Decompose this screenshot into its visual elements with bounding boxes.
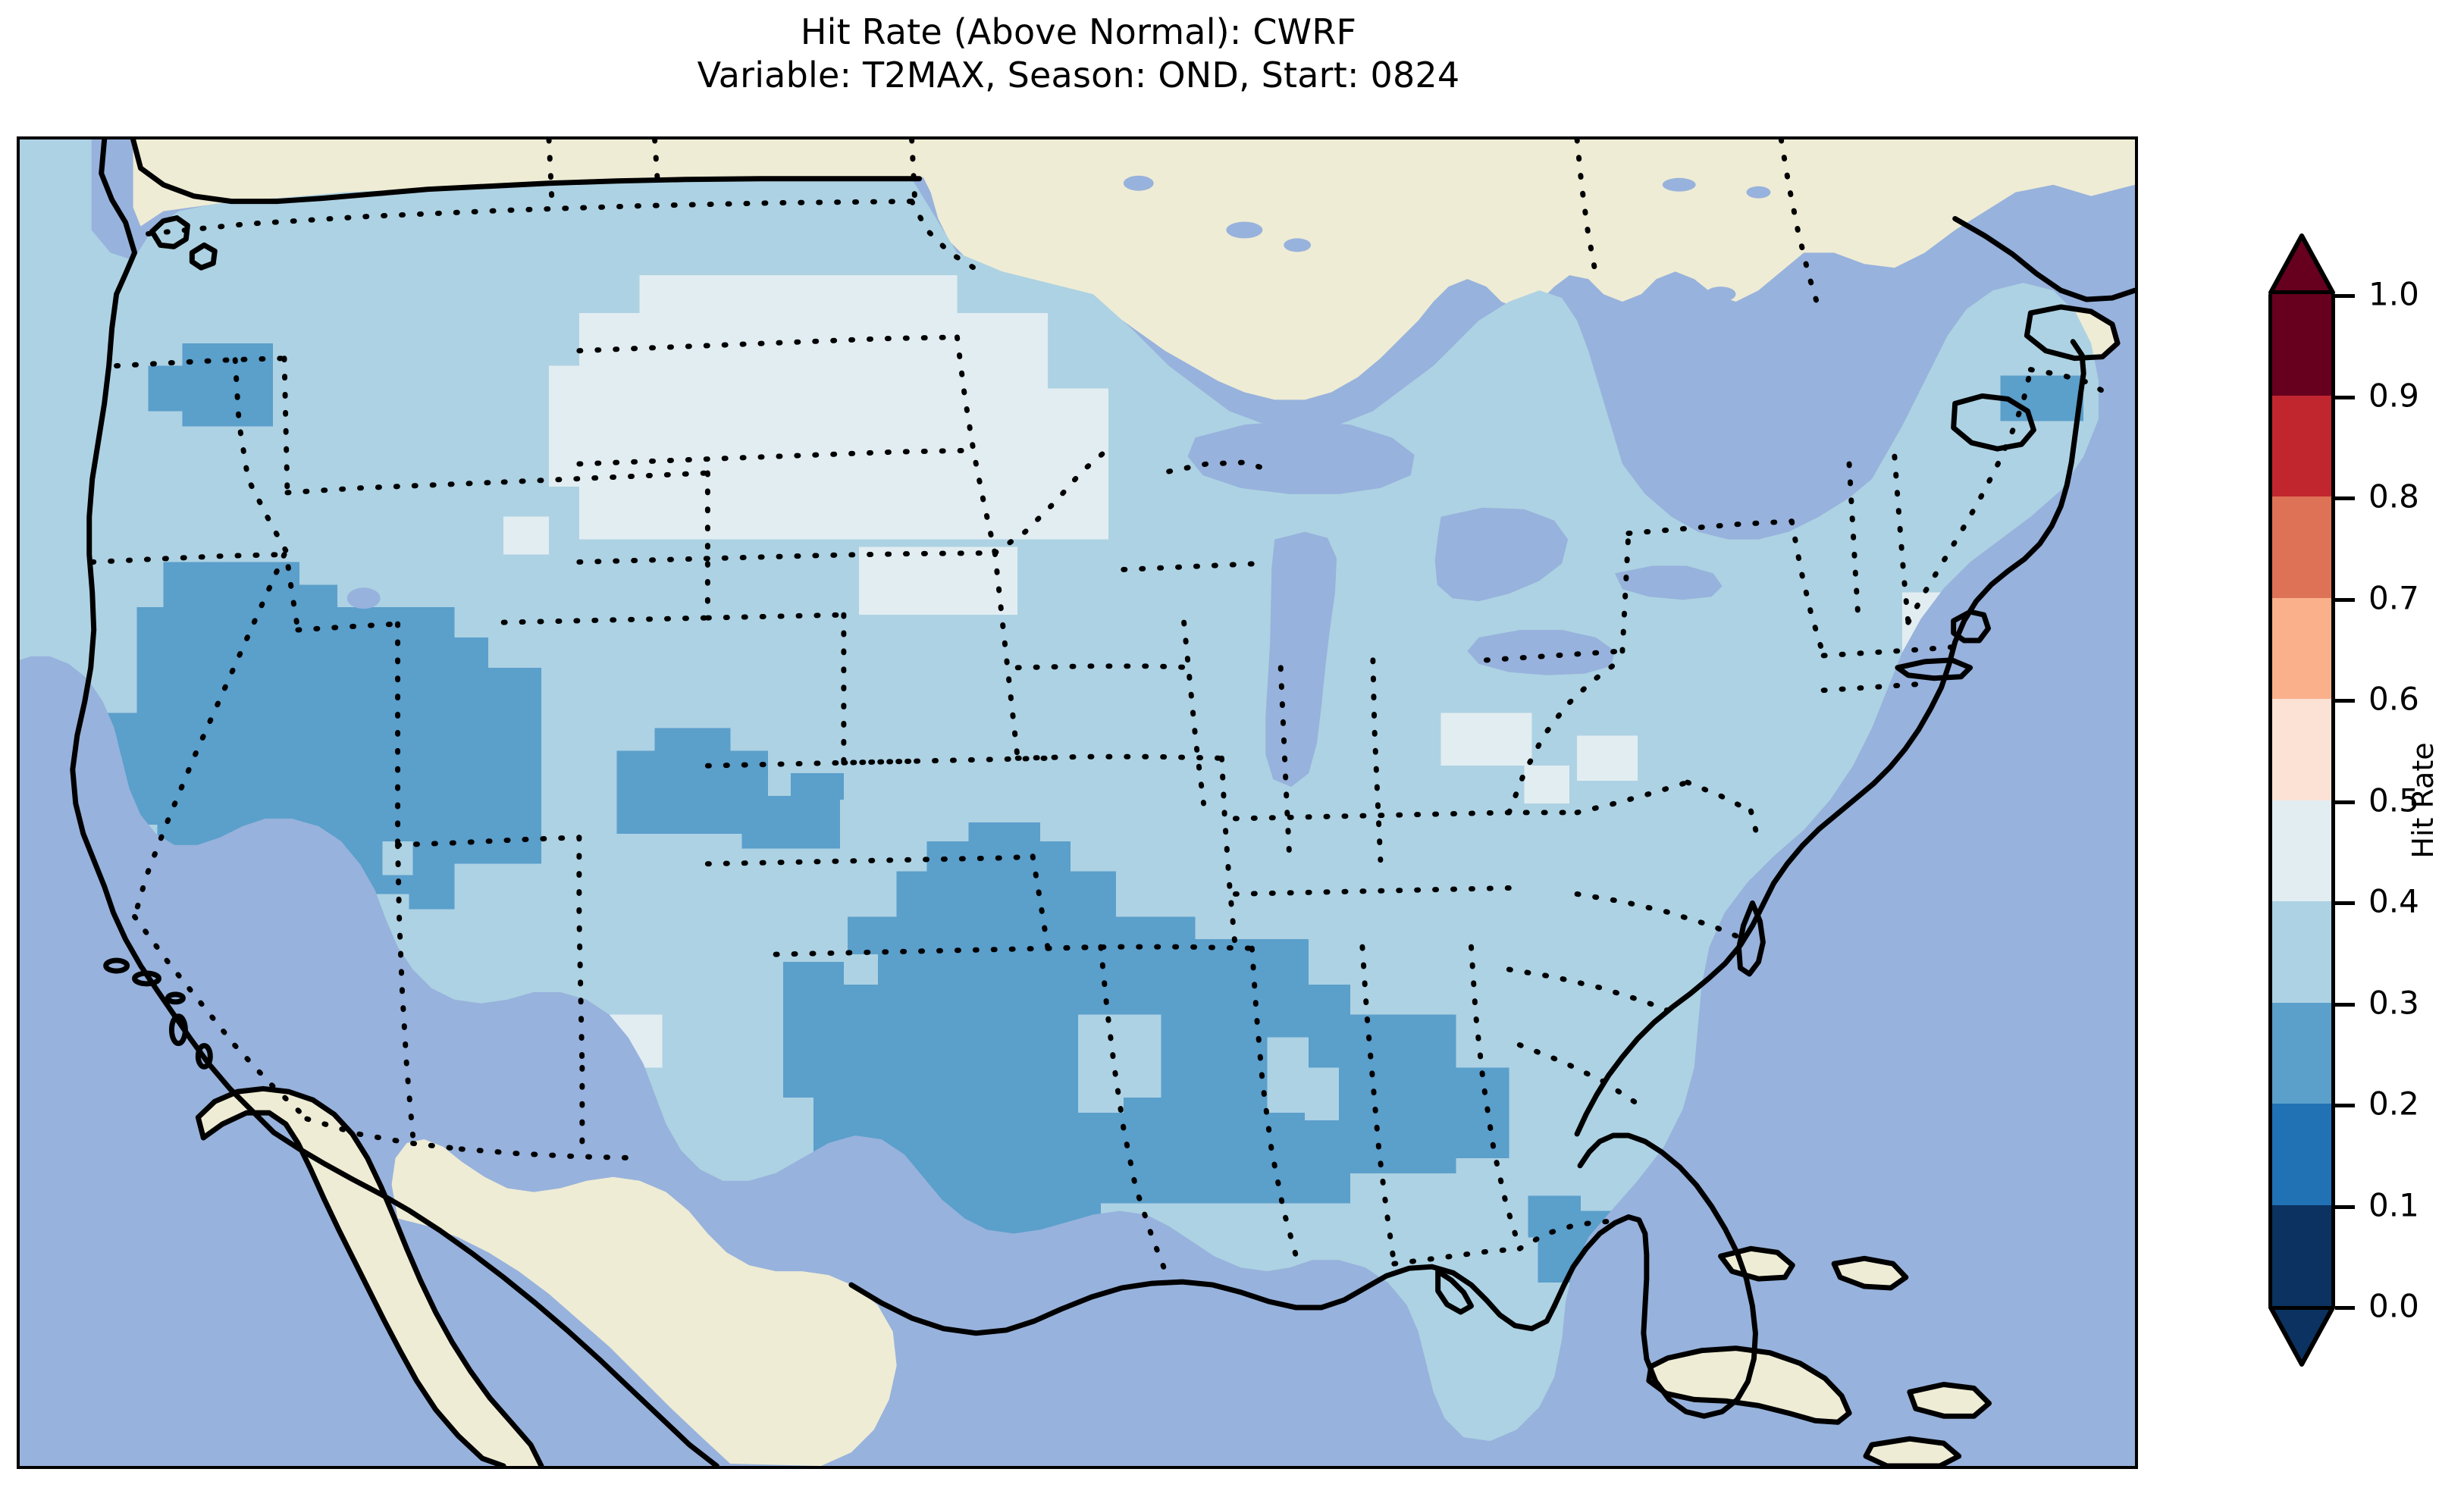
map-axes[interactable]: [17, 136, 2138, 1469]
colorbar-band-0.0-0.1: [2268, 1204, 2335, 1307]
st-lawrence-river: [1637, 302, 1876, 471]
colorbar-tick-label-0.6: 0.6: [2368, 680, 2419, 718]
colorbar-band-0.8-0.9: [2268, 395, 2335, 497]
canada-landmask: [133, 139, 2135, 400]
colorbar-tick-0.4: [2335, 901, 2355, 905]
colorbar-band-0.3-0.4: [2268, 901, 2335, 1003]
hispaniola-landmask: [1909, 1384, 1989, 1417]
colorbar-band-0.4-0.5: [2268, 800, 2335, 902]
inland-lake-4: [1814, 327, 1854, 343]
colorbar-tick-label-0.4: 0.4: [2368, 882, 2419, 920]
colorbar-band-0.9-1.0: [2268, 294, 2335, 396]
colorbar-tick-0.3: [2335, 1002, 2355, 1007]
colorbar-band-0.2-0.3: [2268, 1002, 2335, 1104]
colorbar-tick-0.5: [2335, 800, 2355, 804]
colorbar-tick-label-0.3: 0.3: [2368, 984, 2419, 1021]
inland-lake-8: [1123, 175, 1154, 191]
mexico-landmask: [391, 1139, 897, 1466]
colorbar-tick-0.9: [2335, 395, 2355, 399]
colorbar-tick-0.0: [2335, 1306, 2355, 1310]
colorbar-band-0.5-0.6: [2268, 699, 2335, 800]
inland-lake-7: [1662, 177, 1696, 192]
lake-superior: [1187, 420, 1415, 494]
colorbar-tick-0.7: [2335, 597, 2355, 602]
cuba-landmask: [1648, 1348, 1850, 1423]
colorbar-tick-0.2: [2335, 1104, 2355, 1107]
colorbar-tick-label-0.8: 0.8: [2368, 478, 2419, 515]
colorbar-tick-1.0: [2335, 294, 2355, 298]
colorbar-tick-label-0.9: 0.9: [2368, 377, 2419, 414]
colorbar-tick-0.6: [2335, 699, 2355, 703]
colorbar-band-0.1-0.2: [2268, 1104, 2335, 1205]
antilles-landmask: [1866, 1439, 1959, 1466]
inland-lake-3: [1705, 287, 1736, 302]
lake-erie: [1467, 630, 1615, 675]
lake-ontario: [1614, 565, 1723, 600]
colorbar-tick-label-0.2: 0.2: [2368, 1085, 2419, 1123]
colorbar-tick-label-0.5: 0.5: [2368, 781, 2419, 819]
inland-lake-1: [1226, 221, 1263, 239]
colorbar-tick-label-1.0: 1.0: [2368, 275, 2419, 313]
page-title: Hit Rate (Above Normal): CWRF: [800, 11, 1357, 52]
coastline-layer: [70, 139, 2135, 1466]
figure-subtitle: Variable: T2MAX, Season: OND, Start: 082…: [697, 55, 1460, 96]
colorbar-tick-label-0.0: 0.0: [2368, 1287, 2419, 1325]
lake-huron: [1434, 507, 1569, 602]
state-border-layer: [89, 139, 2109, 1283]
map-svg: [20, 139, 2135, 1466]
colorbar-tick-0.1: [2335, 1204, 2355, 1209]
baja-landmask: [198, 1088, 542, 1466]
colorbar-extend-top-arrow: [2268, 233, 2335, 294]
colorbar-tick-label-0.7: 0.7: [2368, 579, 2419, 616]
inland-lake-2: [1284, 238, 1312, 252]
inland-lake-5: [1872, 379, 1894, 413]
inland-lake-6: [1746, 186, 1771, 199]
great-salt-lake: [346, 587, 381, 609]
figure-title-block: Hit Rate (Above Normal): CWRF Variable: …: [0, 11, 2157, 97]
colorbar-extend-bottom-arrow: [2268, 1306, 2335, 1367]
colorbar-tick-label-0.1: 0.1: [2368, 1186, 2419, 1223]
colorbar-band-0.6-0.7: [2268, 597, 2335, 700]
colorbar-band-0.7-0.8: [2268, 496, 2335, 598]
colorbar-tick-0.8: [2335, 496, 2355, 500]
colorbar[interactable]: [2268, 294, 2335, 1307]
